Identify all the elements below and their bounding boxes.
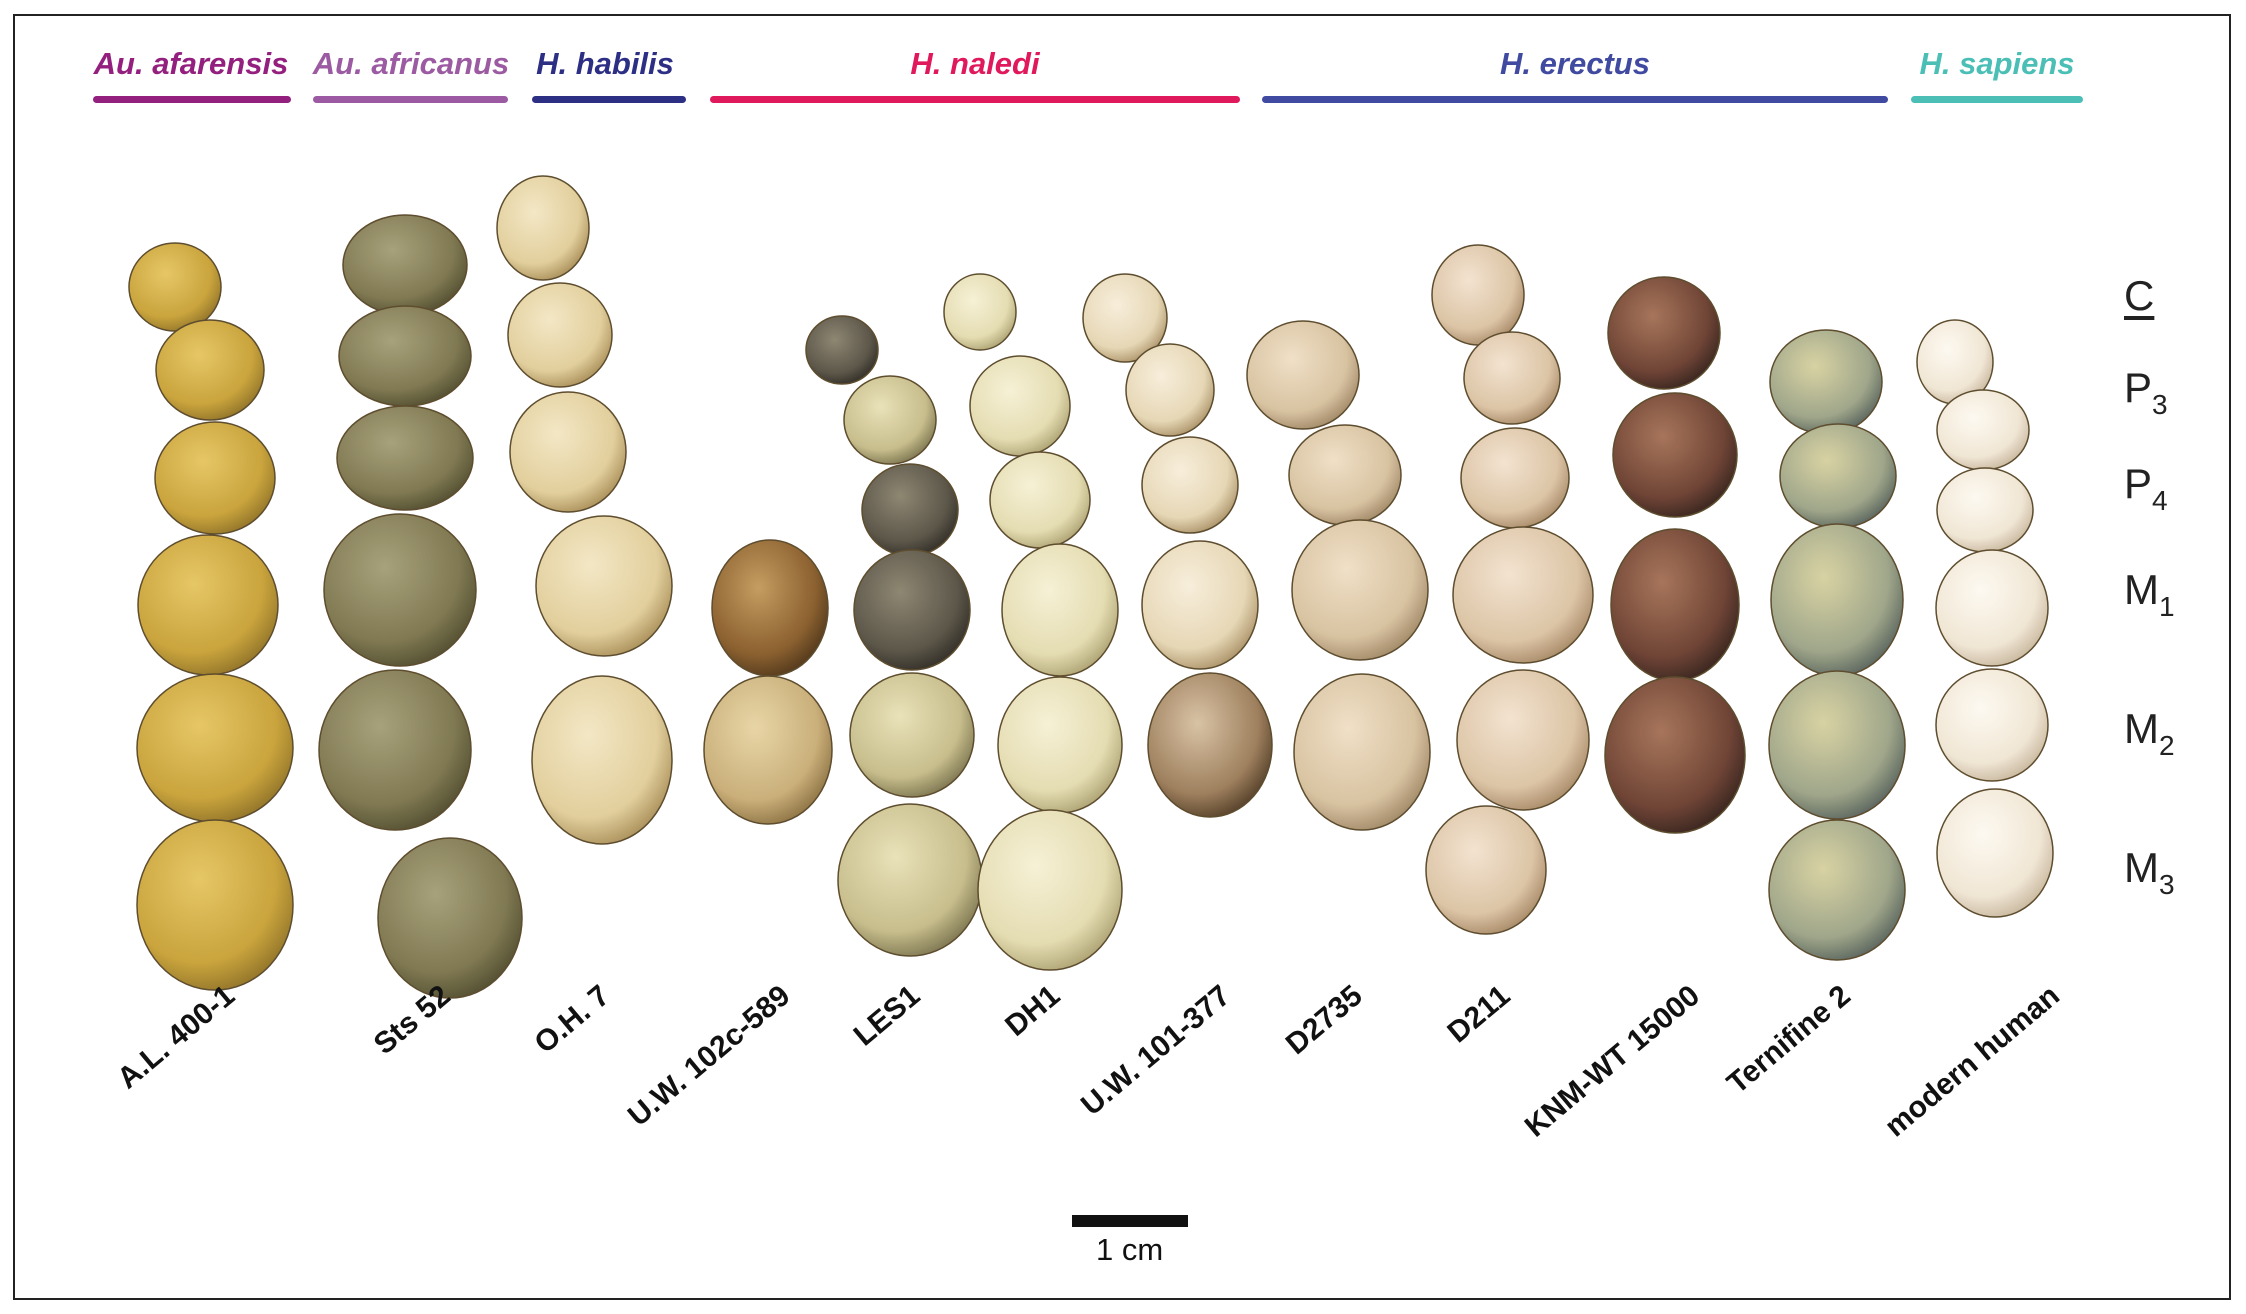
teeth-sts-52	[318, 214, 523, 999]
tooth-label-c: C	[2124, 272, 2154, 329]
tooth-label-sub: 1	[2159, 591, 2175, 622]
teeth-knm-wt-15000	[1604, 276, 1746, 834]
tooth-label-m3: M3	[2124, 844, 2175, 901]
taxon-bar-naledi	[710, 96, 1240, 103]
taxon-label-habilis: H. habilis	[536, 46, 674, 81]
teeth-uw-101-377	[1082, 273, 1273, 818]
tooth-label-sub: 2	[2159, 730, 2175, 761]
tooth-label-sub: 4	[2152, 485, 2168, 516]
taxon-label-africanus: Au. africanus	[312, 46, 510, 81]
tooth-label-sub: 3	[2152, 389, 2168, 420]
teeth-d211	[1425, 244, 1594, 935]
tooth-label-m2: M2	[2124, 705, 2175, 762]
taxon-label-erectus: H. erectus	[1500, 46, 1650, 81]
taxon-bar-erectus	[1262, 96, 1888, 103]
teeth-dh1	[943, 273, 1123, 971]
taxon-bar-afarensis	[93, 96, 291, 103]
teeth-les1	[805, 315, 983, 957]
tooth-label-m1: M1	[2124, 566, 2175, 623]
tooth-label-base: M	[2124, 705, 2159, 752]
taxon-bar-africanus	[313, 96, 508, 103]
teeth-uw-102c-589	[703, 539, 833, 825]
tooth-label-sub: 3	[2159, 869, 2175, 900]
teeth-al-400-1	[128, 242, 294, 991]
tooth-label-p3: P3	[2124, 364, 2168, 421]
taxon-bar-habilis	[532, 96, 686, 103]
scale-bar-label: 1 cm	[1096, 1232, 1164, 1267]
teeth-d2735	[1246, 320, 1431, 831]
figure-frame	[13, 14, 2231, 1300]
teeth-oh-7	[496, 175, 673, 845]
tooth-label-base: M	[2124, 566, 2159, 613]
taxon-label-sapiens: H. sapiens	[1919, 46, 2075, 81]
taxon-label-naledi: H. naledi	[910, 46, 1040, 81]
scale-bar	[1072, 1215, 1188, 1227]
teeth-ternifine-2	[1768, 329, 1906, 961]
tooth-label-p4: P4	[2124, 460, 2168, 517]
tooth-label-base: P	[2124, 460, 2153, 507]
tooth-label-base: M	[2124, 844, 2159, 891]
taxon-label-afarensis: Au. afarensis	[93, 46, 289, 81]
tooth-label-base: C	[2124, 272, 2155, 319]
tooth-label-base: P	[2124, 364, 2153, 411]
taxon-bar-sapiens	[1911, 96, 2083, 103]
teeth-modern-human	[1916, 319, 2054, 918]
